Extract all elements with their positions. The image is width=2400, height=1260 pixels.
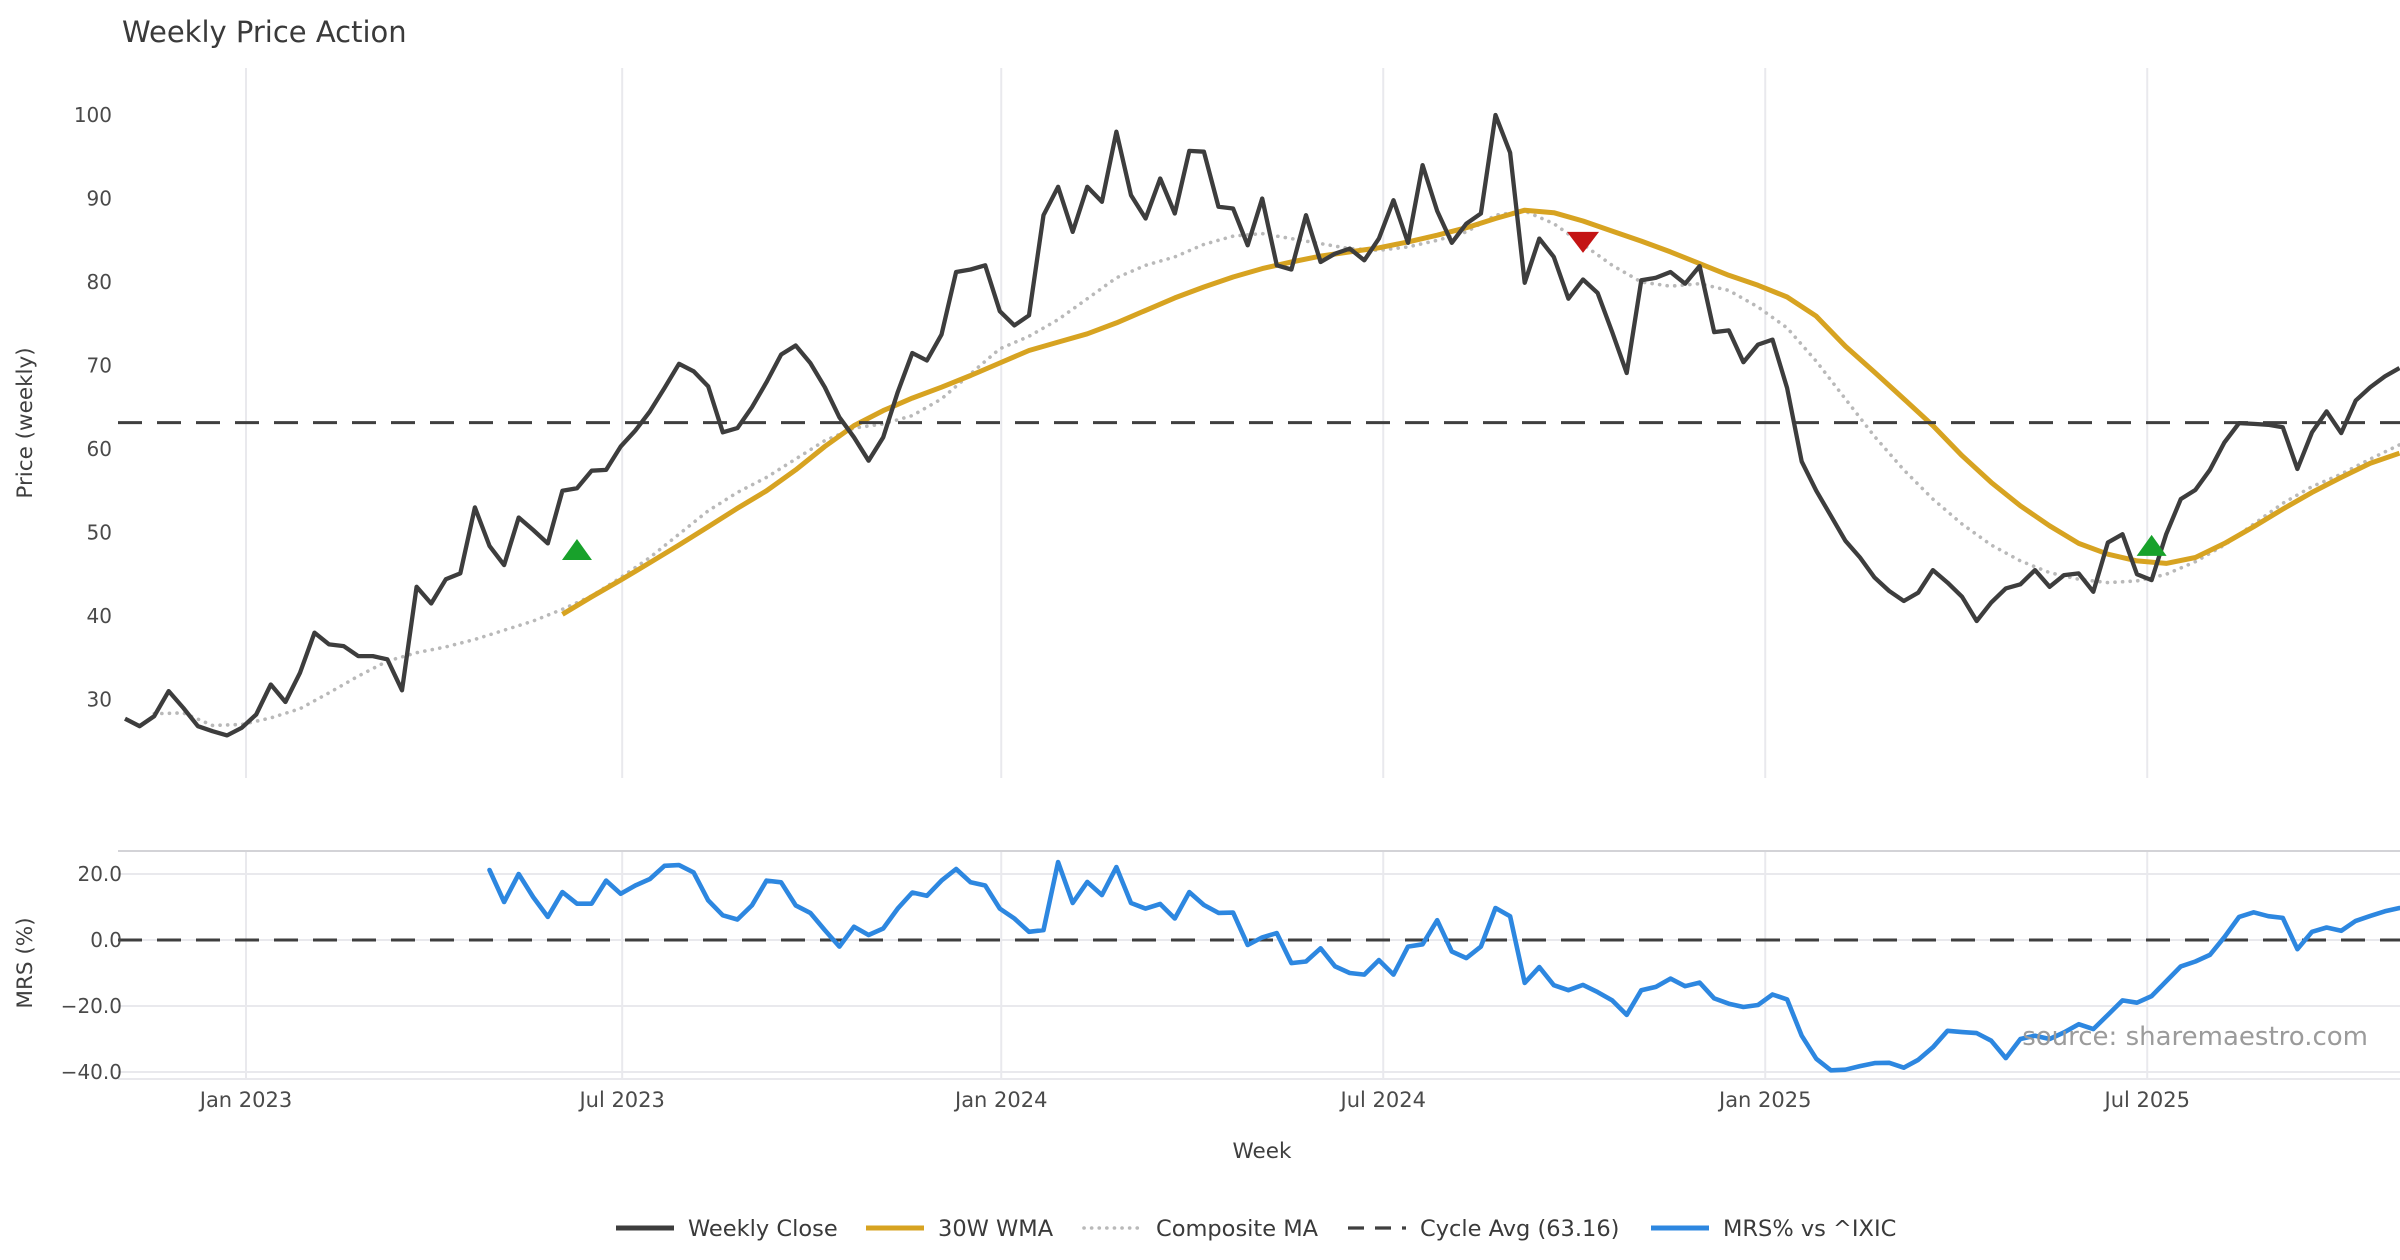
buy-signal-triangle [2136,534,2167,556]
price-axis-label: Price (weekly) [13,347,38,498]
weekly-close-line [124,112,2400,738]
sell-signal-triangle [1567,231,1599,253]
tick-layer: 100 90 80 70 60 50 40 30 20.0 0.0 −20.0 −40.0 Jan 20… [61,103,2190,1112]
chart-title: Weekly Price Action [122,15,407,49]
x-tick-label: Jan 2024 [953,1088,1048,1112]
source-watermark: source: sharemaestro.com [2022,1022,2368,1052]
composite-ma-line [152,209,2400,728]
x-tick-label: Jul 2023 [577,1088,664,1112]
price-ytick-label: 60 [87,437,112,461]
legend: Weekly Close 30W WMA Composite MA Cycle Avg… [616,1216,1896,1242]
mrs-ytick-label: 20.0 [77,862,122,886]
mrs-ytick-label: −40.0 [61,1060,122,1084]
price-ytick-label: 100 [74,103,112,127]
price-ytick-label: 40 [87,604,112,628]
legend-label: MRS% vs ^IXIC [1723,1216,1896,1242]
mrs-axis-label: MRS (%) [13,917,38,1008]
price-ytick-label: 50 [87,521,112,545]
legend-label: Composite MA [1156,1216,1319,1242]
price-ytick-label: 80 [87,270,112,294]
price-ytick-label: 30 [87,688,112,712]
mrs-ytick-label: −20.0 [61,994,122,1018]
mrs-line [487,859,2400,1073]
legend-label: 30W WMA [938,1216,1054,1242]
x-axis-label: Week [1233,1139,1292,1164]
mrs-ytick-label: 0.0 [90,928,122,952]
x-tick-label: Jan 2025 [1717,1088,1812,1112]
x-tick-label: Jul 2024 [1339,1088,1426,1112]
x-tick-label: Jul 2025 [2103,1088,2190,1112]
buy-signal-triangle [561,539,592,561]
price-ytick-label: 90 [87,187,112,211]
series-layer [118,112,2400,1073]
legend-label: Weekly Close [688,1216,838,1242]
wma-line [561,207,2400,617]
legend-label: Cycle Avg (63.16) [1420,1216,1619,1242]
x-tick-label: Jan 2023 [198,1088,293,1112]
price-ytick-label: 70 [87,354,112,378]
